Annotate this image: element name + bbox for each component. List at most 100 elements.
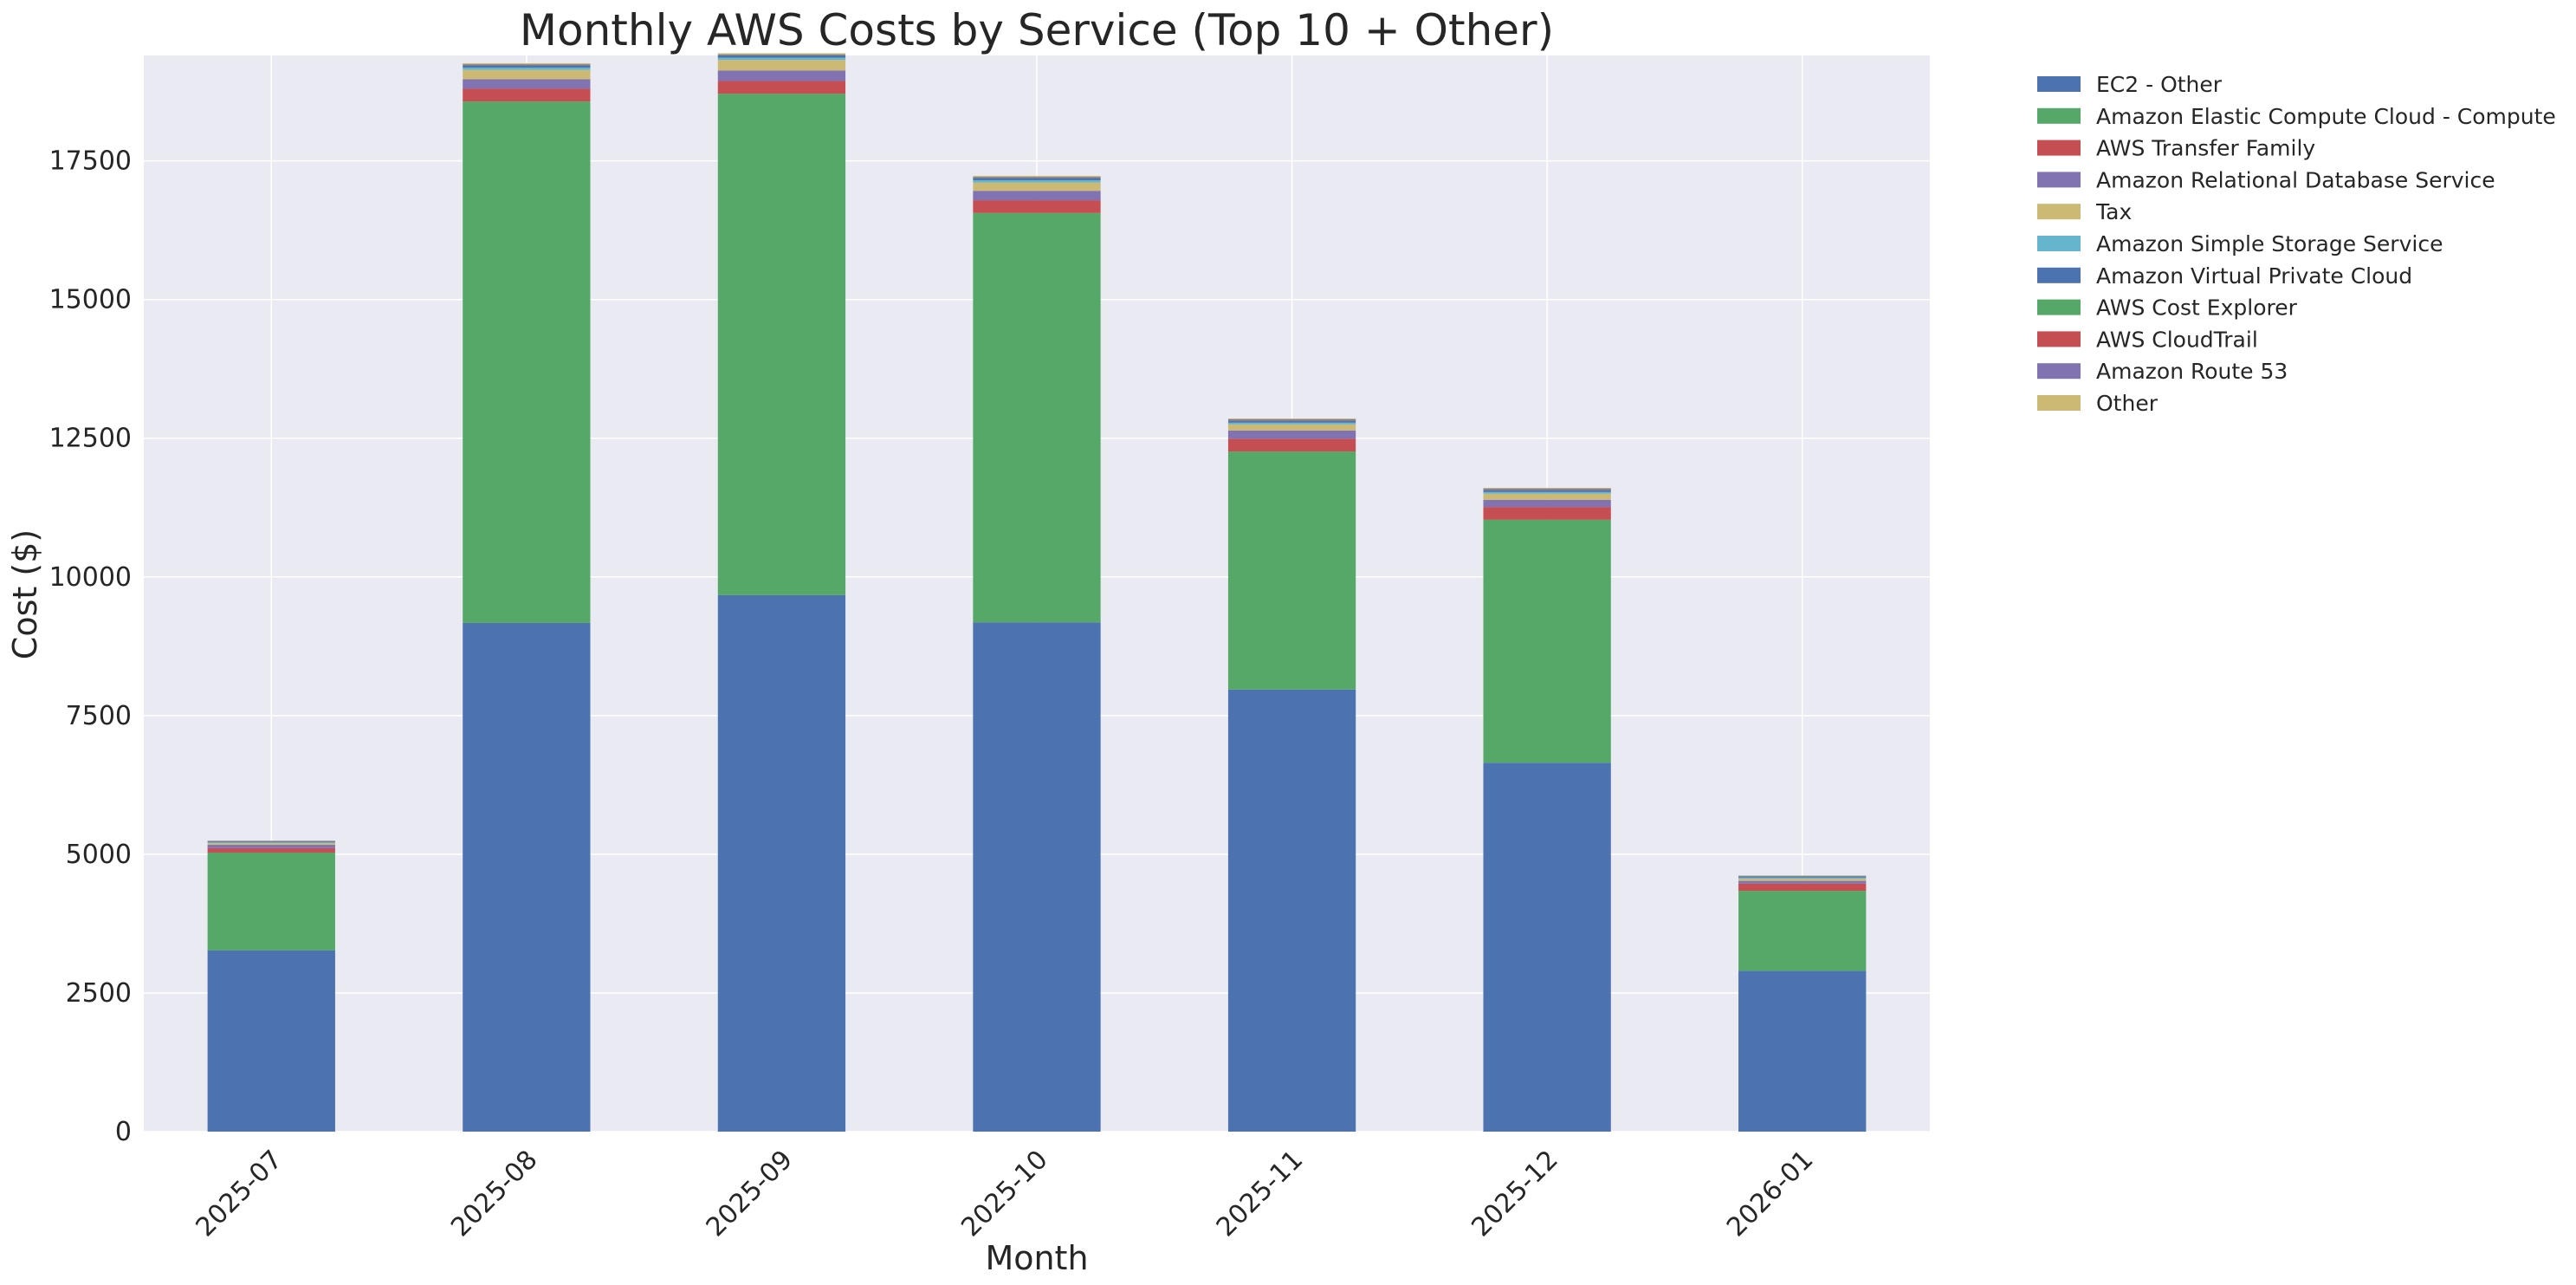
bar-segment bbox=[1227, 424, 1356, 431]
y-tick-label: 5000 bbox=[66, 840, 132, 870]
bar-segment bbox=[463, 65, 591, 68]
bar-segment bbox=[1738, 891, 1867, 971]
y-tick-label: 15000 bbox=[49, 285, 132, 315]
bar-segment bbox=[1738, 877, 1867, 879]
legend-label: Amazon Route 53 bbox=[2096, 359, 2288, 384]
bar-segment bbox=[1483, 499, 1611, 508]
bar-segment bbox=[1483, 493, 1611, 500]
bar-segment bbox=[973, 212, 1101, 623]
legend-label: Other bbox=[2096, 391, 2159, 416]
bar-segment bbox=[463, 64, 591, 66]
legend-label: Amazon Relational Database Service bbox=[2096, 167, 2495, 192]
bar-segment bbox=[1227, 422, 1356, 425]
bar-segment bbox=[1738, 883, 1867, 892]
legend: EC2 - Other Amazon Elastic Compute Cloud … bbox=[2037, 72, 2556, 416]
bar-segment bbox=[973, 178, 1101, 181]
legend-swatch bbox=[2037, 299, 2081, 315]
bar-segment bbox=[207, 847, 335, 853]
bar-segment bbox=[207, 843, 335, 846]
bar-segment bbox=[463, 68, 591, 70]
bar-segment bbox=[1738, 970, 1867, 1132]
bar-segment bbox=[1483, 490, 1611, 492]
legend-swatch bbox=[2037, 140, 2081, 156]
legend-label: Tax bbox=[2095, 199, 2132, 224]
bar-segment bbox=[1227, 689, 1356, 1132]
legend-swatch bbox=[2037, 395, 2081, 411]
bar-segment bbox=[973, 182, 1101, 191]
bar-segment bbox=[207, 841, 335, 843]
bar-segment bbox=[1483, 488, 1611, 489]
bar-segment bbox=[207, 845, 335, 848]
legend-swatch bbox=[2037, 76, 2081, 92]
bars bbox=[207, 53, 1867, 1132]
y-tick-label: 10000 bbox=[49, 562, 132, 593]
bar-segment bbox=[1483, 519, 1611, 763]
y-tick-label: 0 bbox=[115, 1117, 132, 1147]
bar-segment bbox=[207, 842, 335, 844]
x-tick-label: 2025-08 bbox=[445, 1145, 543, 1243]
legend-label: AWS Transfer Family bbox=[2096, 136, 2315, 161]
bar-segment bbox=[1227, 451, 1356, 690]
legend-swatch bbox=[2037, 204, 2081, 220]
bar-segment bbox=[1227, 419, 1356, 421]
bar-segment bbox=[207, 950, 335, 1132]
legend-swatch bbox=[2037, 172, 2081, 188]
legend-label: AWS CloudTrail bbox=[2096, 327, 2258, 352]
legend-swatch bbox=[2037, 331, 2081, 347]
bar-segment bbox=[1738, 880, 1867, 884]
x-tick-label: 2025-12 bbox=[1466, 1145, 1563, 1243]
x-tick-label: 2025-10 bbox=[955, 1145, 1053, 1243]
bar-segment bbox=[973, 177, 1101, 178]
chart-title: Monthly AWS Costs by Service (Top 10 + O… bbox=[520, 5, 1554, 55]
bar-segment bbox=[463, 64, 591, 65]
bar-segment bbox=[717, 57, 846, 61]
legend-label: EC2 - Other bbox=[2096, 72, 2223, 97]
y-tick-label: 7500 bbox=[66, 701, 132, 731]
x-tick-label: 2025-09 bbox=[701, 1145, 799, 1243]
x-tick-label: 2025-07 bbox=[191, 1145, 288, 1243]
bar-segment bbox=[1483, 763, 1611, 1132]
legend-swatch bbox=[2037, 363, 2081, 380]
y-tick-label: 17500 bbox=[49, 146, 132, 177]
x-axis-ticks: 2025-07 2025-08 2025-09 2025-10 2025-11 2025-… bbox=[191, 1145, 1820, 1243]
legend-swatch bbox=[2037, 107, 2081, 124]
bar-segment bbox=[1483, 507, 1611, 520]
bar-segment bbox=[717, 594, 846, 1132]
bar-segment bbox=[717, 60, 846, 71]
bar-segment bbox=[463, 88, 591, 102]
bar-segment bbox=[973, 200, 1101, 213]
bar-segment bbox=[1738, 876, 1867, 878]
x-tick-label: 2025-11 bbox=[1211, 1145, 1309, 1243]
bar-segment bbox=[1483, 489, 1611, 490]
bar-segment bbox=[463, 62, 591, 64]
bar-segment bbox=[1738, 879, 1867, 881]
bar-segment bbox=[1227, 420, 1356, 423]
x-tick-label: 2026-01 bbox=[1721, 1145, 1819, 1243]
legend-label: AWS Cost Explorer bbox=[2096, 295, 2298, 321]
bar-segment bbox=[207, 852, 335, 951]
bar-segment bbox=[973, 180, 1101, 183]
legend-label: Amazon Simple Storage Service bbox=[2096, 231, 2443, 256]
legend-swatch bbox=[2037, 236, 2081, 251]
bar-segment bbox=[717, 70, 846, 81]
bar-segment bbox=[1227, 430, 1356, 439]
legend-swatch bbox=[2037, 267, 2081, 283]
bar-segment bbox=[463, 622, 591, 1132]
bar-segment bbox=[717, 53, 846, 55]
y-axis-ticks: 0 2500 5000 7500 10000 12500 15000 17500 bbox=[49, 146, 132, 1147]
bar-segment bbox=[973, 175, 1101, 177]
y-axis-title: Cost ($) bbox=[6, 529, 44, 659]
bar-segment bbox=[717, 94, 846, 595]
x-axis-title: Month bbox=[985, 1239, 1088, 1277]
legend-label: Amazon Virtual Private Cloud bbox=[2096, 263, 2412, 289]
bar-segment bbox=[717, 55, 846, 58]
bar-segment bbox=[1483, 491, 1611, 494]
bar-segment bbox=[973, 622, 1101, 1132]
bar-segment bbox=[973, 191, 1101, 201]
legend-label: Amazon Elastic Compute Cloud - Compute bbox=[2096, 104, 2556, 129]
bar-segment bbox=[1227, 438, 1356, 452]
bar-segment bbox=[463, 79, 591, 89]
bar-segment bbox=[1227, 419, 1356, 420]
bar-segment bbox=[463, 101, 591, 623]
